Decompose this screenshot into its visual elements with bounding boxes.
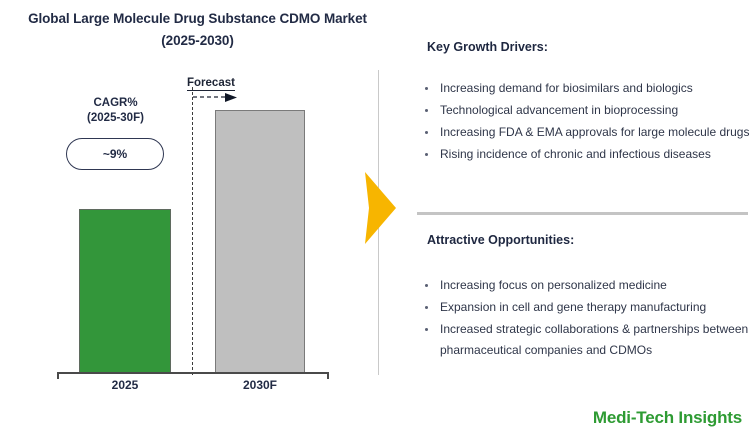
- list-item-label: Increasing FDA & EMA approvals for large…: [440, 125, 750, 139]
- x-axis-label-2025: 2025: [111, 378, 139, 392]
- right-chevron-arrow-icon: [365, 172, 396, 244]
- cagr-value-badge: ~9%: [66, 138, 164, 170]
- list-item: Increased strategic collaborations & par…: [417, 319, 752, 361]
- x-axis-tick-left: [57, 372, 59, 379]
- key-growth-drivers-list: Increasing demand for biosimilars and bi…: [417, 78, 752, 166]
- list-item-label: Increasing demand for biosimilars and bi…: [440, 81, 693, 95]
- list-item: Expansion in cell and gene therapy manuf…: [417, 297, 752, 318]
- list-item: Increasing FDA & EMA approvals for large…: [417, 122, 752, 143]
- horizontal-divider: [417, 212, 748, 215]
- bullet-dot-icon: [425, 131, 428, 134]
- bullet-dot-icon: [425, 153, 428, 156]
- list-item: Increasing focus on personalized medicin…: [417, 275, 752, 296]
- bar-2025: [79, 209, 171, 373]
- cagr-caption-line-2: (2025-30F): [87, 112, 144, 124]
- brand-logo: Medi-Tech Insights: [592, 408, 742, 427]
- bullet-dot-icon: [425, 87, 428, 90]
- list-item-label: Increasing focus on personalized medicin…: [440, 278, 667, 292]
- market-bar-chart: CAGR% (2025-30F) ~9% Forecast 2025 2030F: [0, 60, 395, 400]
- list-item-label: Increased strategic collaborations & par…: [440, 322, 749, 357]
- list-item-label: Expansion in cell and gene therapy manuf…: [440, 300, 707, 314]
- bullet-dot-icon: [425, 284, 428, 287]
- bullet-dot-icon: [425, 328, 428, 331]
- key-growth-drivers-heading: Key Growth Drivers:: [427, 40, 548, 54]
- list-item-label: Technological advancement in bioprocessi…: [440, 103, 679, 117]
- page-title-line-2: (2025-2030): [161, 33, 234, 48]
- page-title-line-1: Global Large Molecule Drug Substance CDM…: [28, 11, 367, 26]
- bar-2030f: [215, 110, 305, 373]
- bullet-dot-icon: [425, 109, 428, 112]
- attractive-opportunities-heading: Attractive Opportunities:: [427, 233, 575, 247]
- attractive-opportunities-list: Increasing focus on personalized medicin…: [417, 275, 752, 362]
- cagr-caption: CAGR% (2025-30F): [58, 96, 173, 126]
- cagr-caption-line-1: CAGR%: [93, 97, 138, 109]
- bullet-dot-icon: [425, 306, 428, 309]
- x-axis-label-2030f: 2030F: [242, 378, 278, 392]
- forecast-arrow-icon: [193, 93, 237, 102]
- forecast-label: Forecast: [187, 77, 235, 91]
- list-item-label: Rising incidence of chronic and infectio…: [440, 147, 711, 161]
- list-item: Increasing demand for biosimilars and bi…: [417, 78, 752, 99]
- forecast-divider-line: [192, 87, 193, 375]
- page-title: Global Large Molecule Drug Substance CDM…: [0, 8, 395, 52]
- insights-panel: Key Growth Drivers: Increasing demand fo…: [417, 0, 752, 400]
- x-axis-tick-right: [327, 372, 329, 379]
- list-item: Technological advancement in bioprocessi…: [417, 100, 752, 121]
- x-axis-line: [57, 372, 329, 374]
- list-item: Rising incidence of chronic and infectio…: [417, 144, 752, 165]
